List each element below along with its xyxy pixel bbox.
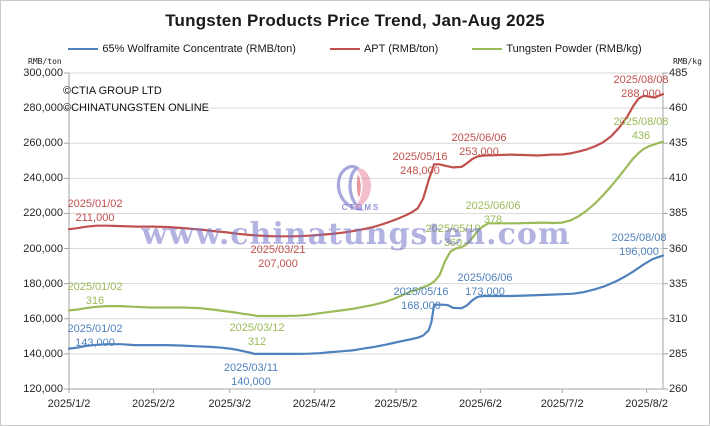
wolframite-line-swatch-icon [68,48,99,50]
data-annotation: 2025/05/16 168,000 [393,286,448,313]
data-annotation: 2025/03/21 207,000 [250,244,305,271]
data-annotation: 2025/05/16 248,000 [392,151,447,178]
annotation-date: 2025/03/12 [229,322,285,334]
data-annotation: 2025/01/02 211,000 [67,198,122,225]
data-annotation: 2025/01/02 316 [67,281,122,308]
annotation-date: 2025/03/21 [250,244,306,256]
x-axis-tick-label: 2025/1/2 [47,398,91,410]
legend-item-apt: APT (RMB/ton) [329,43,439,55]
annotation-value: 248,000 [400,164,440,177]
data-annotation: 2025/03/11 140,000 [224,362,278,389]
annotation-date: 2025/01/02 [67,198,123,210]
right-axis-tick-label: 435 [669,137,688,150]
annotation-value: 207,000 [258,257,298,270]
copyright-line-1: ©CTIA GROUP LTD [63,85,162,97]
x-axis-tick-label: 2025/6/2 [459,398,502,410]
right-axis-tick-label: 385 [669,207,688,220]
left-axis-tick-label: 240,000 [23,172,63,185]
x-axis-tick-label: 2025/7/2 [540,398,584,410]
right-axis-tick-label: 335 [669,277,688,290]
left-axis-tick-label: 140,000 [23,347,63,360]
annotation-value: 168,000 [401,299,441,312]
annotation-value: 316 [85,294,105,307]
x-axis-tick-label: 2025/2/2 [132,398,175,410]
x-axis-tick-label: 2025/8/2 [625,398,669,410]
right-axis-tick-label: 285 [669,347,688,360]
left-axis-tick-label: 200,000 [23,242,63,255]
data-annotation: 2025/08/08 288,000 [613,74,668,101]
data-annotation: 2025/08/08 436 [613,116,668,143]
left-axis-tick-label: 160,000 [23,312,63,325]
x-axis-tick-label: 2025/5/2 [374,398,418,410]
left-axis-unit-label: RMB/ton [28,57,62,66]
right-axis-tick-label: 360 [669,242,688,255]
annotation-date: 2025/01/02 [67,281,123,293]
left-axis-tick-label: 120,000 [23,383,63,395]
right-axis-unit-label: RMB/kg [673,57,702,66]
annotation-value: 360 [443,236,463,249]
series-line-tungsten [67,140,665,318]
data-annotation: 2025/06/06 378 [465,200,520,227]
annotation-value: 143,000 [75,336,115,349]
legend-item-wolframite: 65% Wolframite Concentrate (RMB/ton) [68,43,296,55]
annotation-value: 288,000 [621,87,661,100]
annotation-value: 378 [483,213,503,226]
annotation-value: 436 [631,129,651,142]
right-axis-tick-label: 460 [669,102,688,115]
right-axis-tick-label: 410 [669,172,688,185]
series-line-65 [67,254,665,355]
left-axis-tick-label: 280,000 [23,102,63,115]
annotation-value: 211,000 [75,211,115,224]
data-annotation: 2025/05/19 360 [425,223,480,250]
annotation-date: 2025/08/08 [613,116,669,128]
annotation-date: 2025/05/16 [392,151,448,163]
right-axis-tick-label: 485 [669,67,688,79]
right-axis-tick-label: 260 [669,383,688,395]
series-line-apt [67,92,665,238]
annotation-date: 2025/05/19 [425,223,481,235]
annotation-value: 196,000 [619,245,659,258]
annotation-date: 2025/05/16 [393,286,449,298]
x-axis-tick-label: 2025/3/2 [208,398,252,410]
data-annotation: 2025/03/12 312 [229,322,284,349]
left-axis-tick-label: 300,000 [23,67,63,79]
copyright-notice: ©CTIA GROUP LTD ©CHINATUNGSTEN ONLINE [63,83,209,117]
annotation-date: 2025/06/06 [457,272,513,284]
annotation-date: 2025/08/08 [611,232,667,244]
legend: 65% Wolframite Concentrate (RMB/ton) APT… [1,43,709,55]
annotation-value: 173,000 [465,285,505,298]
annotation-date: 2025/08/08 [613,74,669,86]
annotation-value: 253,000 [459,145,499,158]
annotation-date: 2025/06/06 [451,132,507,144]
legend-label-powder: Tungsten Powder (RMB/kg) [506,43,642,55]
right-axis-tick-label: 310 [669,312,688,325]
powder-line-swatch-icon [472,48,503,50]
data-annotation: 2025/01/02 143,000 [67,323,122,350]
left-axis-tick-label: 220,000 [23,207,63,220]
data-annotation: 2025/08/08 196,000 [611,232,666,259]
annotation-date: 2025/06/06 [465,200,521,212]
left-axis-tick-label: 260,000 [23,137,63,150]
apt-line-swatch-icon [329,48,360,50]
annotation-value: 140,000 [231,375,271,388]
copyright-line-2: ©CHINATUNGSTEN ONLINE [63,102,210,114]
annotation-date: 2025/03/11 [223,362,279,374]
x-axis-tick-label: 2025/4/2 [292,398,336,410]
chart-title: Tungsten Products Price Trend, Jan-Aug 2… [165,11,545,30]
left-axis-tick-label: 180,000 [23,277,63,290]
data-annotation: 2025/06/06 253,000 [451,132,506,159]
annotation-date: 2025/01/02 [67,323,123,335]
data-annotation: 2025/06/06 173,000 [457,272,512,299]
legend-label-apt: APT (RMB/ton) [363,43,439,55]
legend-label-wolframite: 65% Wolframite Concentrate (RMB/ton) [102,43,296,55]
annotation-value: 312 [247,335,267,348]
legend-item-powder: Tungsten Powder (RMB/kg) [472,43,642,55]
